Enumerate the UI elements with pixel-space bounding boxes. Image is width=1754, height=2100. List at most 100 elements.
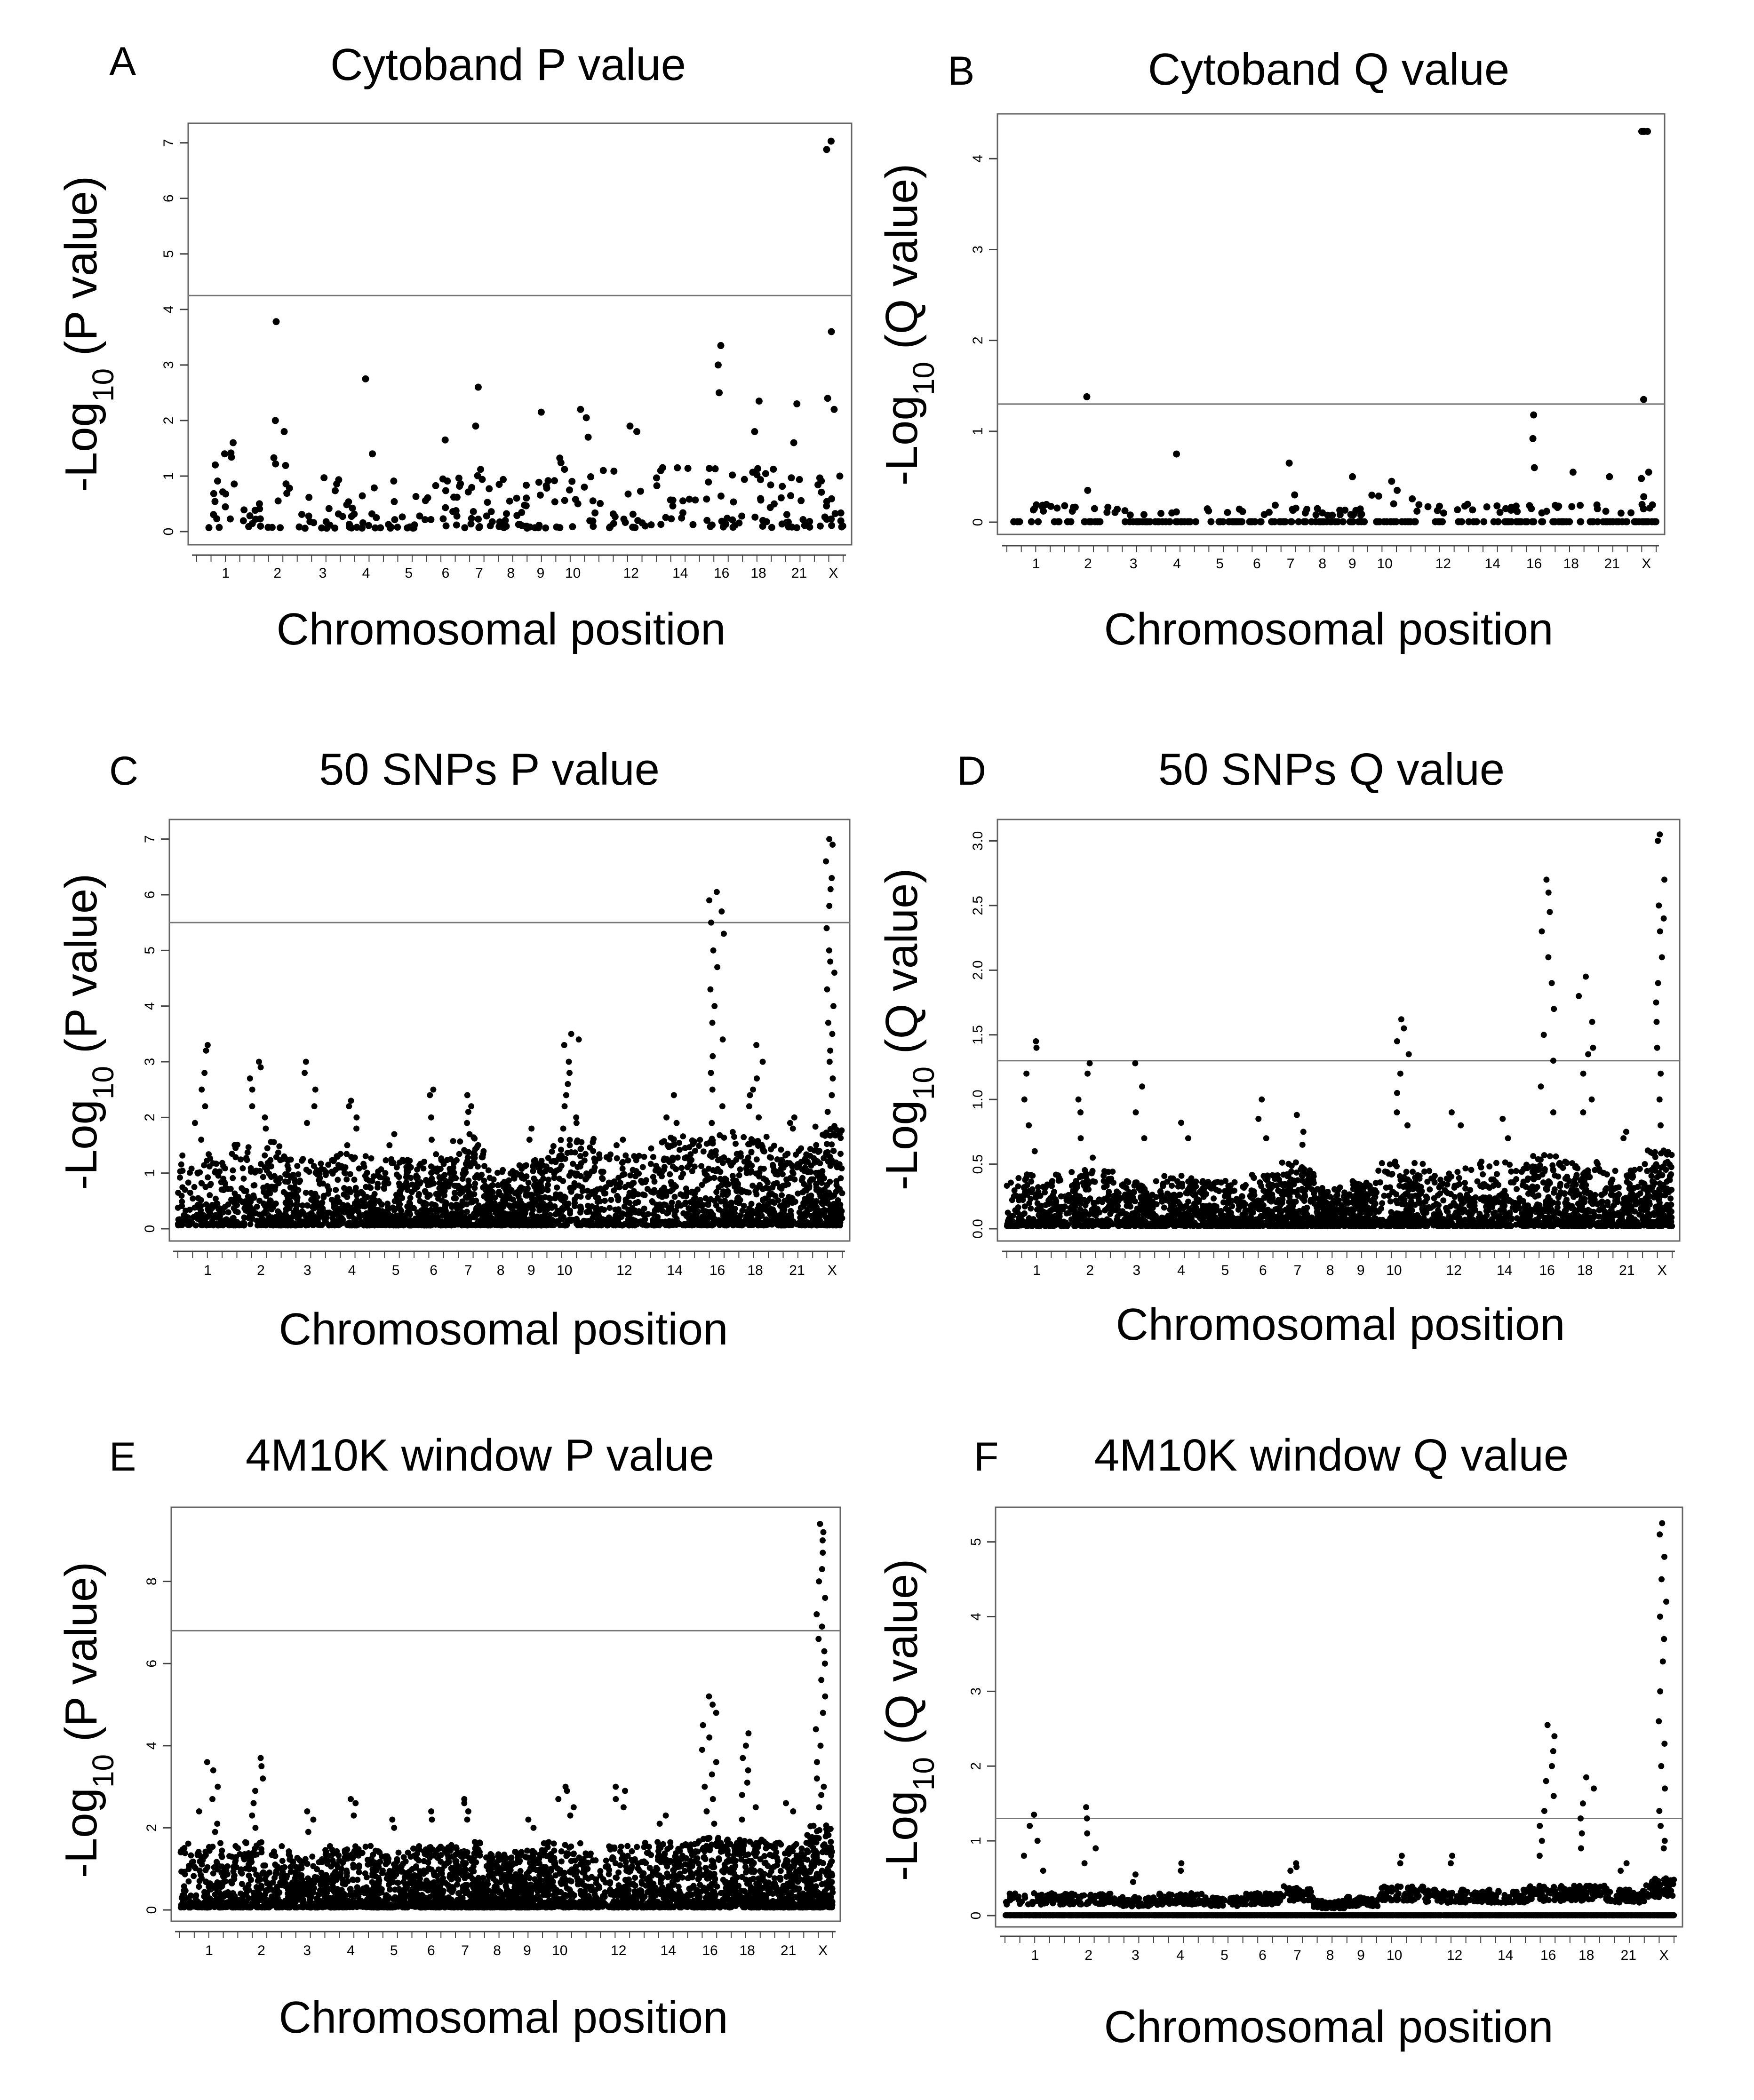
x-tick-label: 3 [1132, 1263, 1140, 1278]
data-point [1028, 1189, 1035, 1196]
data-point [1531, 464, 1538, 471]
data-point [825, 1019, 831, 1026]
data-point [662, 514, 670, 521]
data-point [1147, 1194, 1153, 1201]
data-point [698, 1163, 705, 1169]
data-point [325, 1161, 332, 1168]
data-point [745, 1189, 752, 1196]
data-point [810, 1176, 816, 1183]
data-point [412, 1186, 418, 1193]
data-point [637, 487, 644, 495]
data-point [585, 1172, 592, 1179]
data-point [806, 1183, 813, 1189]
data-point [1589, 518, 1596, 525]
data-point [453, 512, 461, 520]
data-point [839, 522, 846, 530]
x-tick-label: 14 [667, 1263, 682, 1278]
data-point [1380, 518, 1388, 525]
data-point [456, 1151, 462, 1157]
data-point [570, 1185, 577, 1191]
data-point [667, 1171, 673, 1177]
data-point [421, 516, 429, 524]
data-point [547, 1217, 553, 1223]
data-point [1508, 518, 1515, 525]
data-point [385, 1204, 391, 1210]
data-point [1643, 518, 1651, 525]
data-point [582, 1151, 589, 1157]
data-point [1051, 1222, 1058, 1229]
data-point [516, 521, 524, 528]
data-point [1140, 511, 1148, 518]
data-point [811, 1159, 818, 1166]
data-point [1049, 1206, 1056, 1213]
data-point [1394, 486, 1401, 494]
data-point [1192, 518, 1200, 525]
data-point [745, 1154, 751, 1161]
data-point [1251, 1192, 1258, 1199]
data-point [254, 1203, 260, 1210]
data-point [752, 1217, 758, 1224]
data-point [461, 1167, 467, 1173]
data-point [1024, 1192, 1030, 1198]
data-point [530, 1163, 536, 1169]
data-point [203, 1220, 210, 1227]
data-point [1390, 518, 1398, 525]
data-point [1148, 1222, 1154, 1229]
data-point [671, 1141, 678, 1148]
data-point [202, 1103, 208, 1110]
data-point [1023, 1175, 1029, 1181]
data-point [1285, 459, 1293, 467]
data-point [421, 1200, 428, 1206]
data-point [331, 525, 339, 532]
data-point [1170, 1175, 1176, 1182]
data-point [661, 1167, 667, 1173]
data-point [263, 1166, 270, 1173]
data-point [328, 1196, 335, 1203]
data-point [349, 504, 356, 512]
data-point [1105, 1169, 1112, 1175]
data-point [769, 1184, 776, 1191]
data-point [1015, 1175, 1022, 1181]
data-point [749, 1162, 755, 1169]
data-point [301, 525, 309, 532]
data-point [466, 1131, 473, 1138]
data-point [1271, 501, 1279, 509]
y-tick-label: 6 [142, 891, 158, 899]
x-tick-label: 6 [1259, 1263, 1267, 1278]
data-point [1034, 1206, 1040, 1213]
data-point [503, 1217, 510, 1224]
data-point [471, 1154, 478, 1161]
data-point [274, 497, 282, 505]
data-point [250, 1182, 257, 1189]
data-point [587, 1144, 593, 1151]
data-point [513, 1202, 519, 1209]
data-point [802, 1196, 808, 1202]
data-point [1638, 475, 1645, 482]
data-point [636, 1153, 642, 1159]
data-point [228, 453, 235, 461]
data-point [1009, 1197, 1015, 1203]
data-point [483, 1220, 490, 1226]
data-point [1074, 1198, 1080, 1204]
data-point [1067, 518, 1075, 525]
data-point [574, 1193, 581, 1200]
data-point [1015, 1183, 1021, 1190]
data-point [506, 1202, 513, 1209]
data-point [787, 1120, 793, 1126]
data-point [611, 513, 619, 520]
data-point [1493, 502, 1501, 509]
data-point [831, 1123, 837, 1130]
data-point [641, 1192, 648, 1199]
y-axis-label-prefix: -Log [56, 1099, 106, 1190]
data-point [518, 1184, 524, 1191]
data-point [343, 1151, 350, 1157]
data-point [176, 1174, 183, 1181]
data-point [574, 1164, 581, 1170]
data-point [1011, 1187, 1018, 1194]
data-point [1355, 518, 1362, 525]
data-point [203, 1201, 209, 1208]
data-point [813, 1181, 820, 1187]
data-point [1104, 1205, 1110, 1212]
data-point [664, 1210, 670, 1217]
